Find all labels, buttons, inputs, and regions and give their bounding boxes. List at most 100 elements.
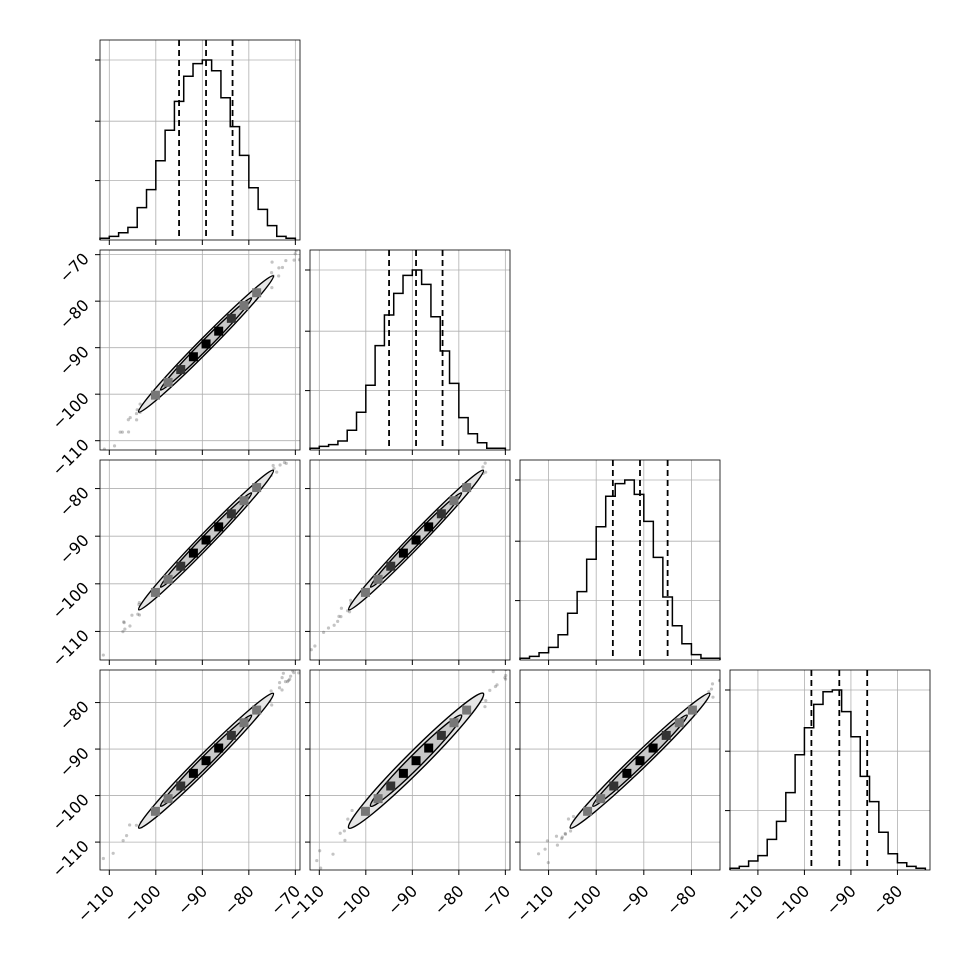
panel-content <box>304 670 508 876</box>
sample-point <box>136 612 140 616</box>
sample-point <box>339 606 344 610</box>
y-tick-label: −90 <box>56 743 93 780</box>
histogram-panel-3 <box>725 669 931 875</box>
panel-content <box>525 660 746 875</box>
histogram-step-line <box>729 689 927 870</box>
sample-point <box>292 258 296 262</box>
sample-point <box>297 258 300 262</box>
x-tick-label: −70 <box>477 881 514 918</box>
density-cell <box>252 483 262 493</box>
sample-point <box>342 829 346 833</box>
sample-point <box>111 851 115 855</box>
sample-point <box>134 411 139 416</box>
sample-point <box>343 838 347 842</box>
density-cell <box>214 522 224 532</box>
sample-point <box>725 672 728 675</box>
sample-point <box>336 619 340 623</box>
y-tick-label: −110 <box>48 836 93 881</box>
density-cell <box>411 756 421 766</box>
sample-point <box>318 849 322 853</box>
panel-frame <box>309 669 511 871</box>
sample-point <box>121 839 125 843</box>
sample-point <box>525 872 528 875</box>
panel-background <box>520 460 720 660</box>
sample-point <box>135 408 139 412</box>
density-cell <box>424 522 434 532</box>
sample-point <box>293 252 297 256</box>
x-tick-label: −110 <box>722 881 767 926</box>
density-cell <box>150 390 160 400</box>
density-cell <box>609 781 619 791</box>
sample-point <box>563 832 568 836</box>
panel-background <box>310 460 510 660</box>
sample-point <box>134 823 139 827</box>
sample-point <box>102 447 106 450</box>
sample-point <box>301 248 304 251</box>
density-cell <box>424 743 434 753</box>
scatter-panel-3-2 <box>515 660 746 875</box>
sample-point <box>128 823 132 827</box>
density-cell <box>163 794 173 804</box>
x-tick-label: −100 <box>561 881 606 926</box>
density-cell <box>176 781 186 791</box>
sample-point <box>711 695 715 699</box>
sample-point <box>284 461 288 465</box>
sample-point <box>484 470 488 474</box>
sample-point <box>511 443 514 446</box>
x-tick-label: −80 <box>663 881 700 918</box>
sample-point <box>304 869 307 872</box>
sample-point <box>709 687 714 691</box>
sample-point <box>277 266 281 270</box>
sample-point <box>536 852 541 856</box>
sample-point <box>101 653 105 657</box>
sample-point <box>285 679 290 684</box>
density-cell <box>436 509 446 519</box>
density-cell <box>214 326 224 336</box>
sample-point <box>503 677 508 681</box>
sample-point <box>337 614 341 618</box>
y-tick-label: −80 <box>56 483 93 520</box>
sample-point <box>315 858 319 863</box>
x-tick-label: −110 <box>74 881 119 926</box>
density-cell <box>411 535 421 545</box>
density-cell <box>462 483 472 493</box>
sample-point <box>112 444 117 448</box>
scatter-panel-2-1 <box>305 443 514 665</box>
sample-point <box>284 453 287 456</box>
x-tick-label: −80 <box>430 881 467 918</box>
histogram-panel-2 <box>515 459 721 665</box>
sample-point <box>481 465 485 469</box>
sample-point <box>348 598 353 602</box>
sample-point <box>294 250 298 253</box>
x-tick-label: −90 <box>384 881 421 918</box>
sample-point <box>560 835 564 839</box>
panel-background <box>730 670 930 870</box>
density-cell <box>373 794 383 804</box>
sample-point <box>269 689 273 693</box>
sample-point <box>125 834 129 838</box>
sample-point <box>278 463 282 467</box>
sample-point <box>297 671 300 675</box>
sample-point <box>313 644 317 648</box>
sample-point <box>118 430 122 434</box>
y-tick-label: −80 <box>56 697 93 734</box>
sample-point <box>743 660 746 663</box>
sample-point <box>306 873 309 876</box>
sample-point <box>308 662 311 665</box>
sample-point <box>270 260 274 264</box>
sample-point <box>310 648 313 652</box>
panel-background <box>100 460 300 660</box>
sample-point <box>504 673 508 678</box>
sample-point <box>543 847 547 851</box>
sample-point <box>503 676 507 680</box>
sample-point <box>269 271 274 275</box>
sample-point <box>280 265 285 270</box>
density-cell <box>188 548 198 558</box>
x-tick-label: −90 <box>822 881 859 918</box>
sample-point <box>571 814 576 819</box>
density-cell <box>449 718 459 728</box>
sample-point <box>286 456 289 459</box>
x-tick-label: −100 <box>330 881 375 926</box>
density-cell <box>163 377 173 387</box>
